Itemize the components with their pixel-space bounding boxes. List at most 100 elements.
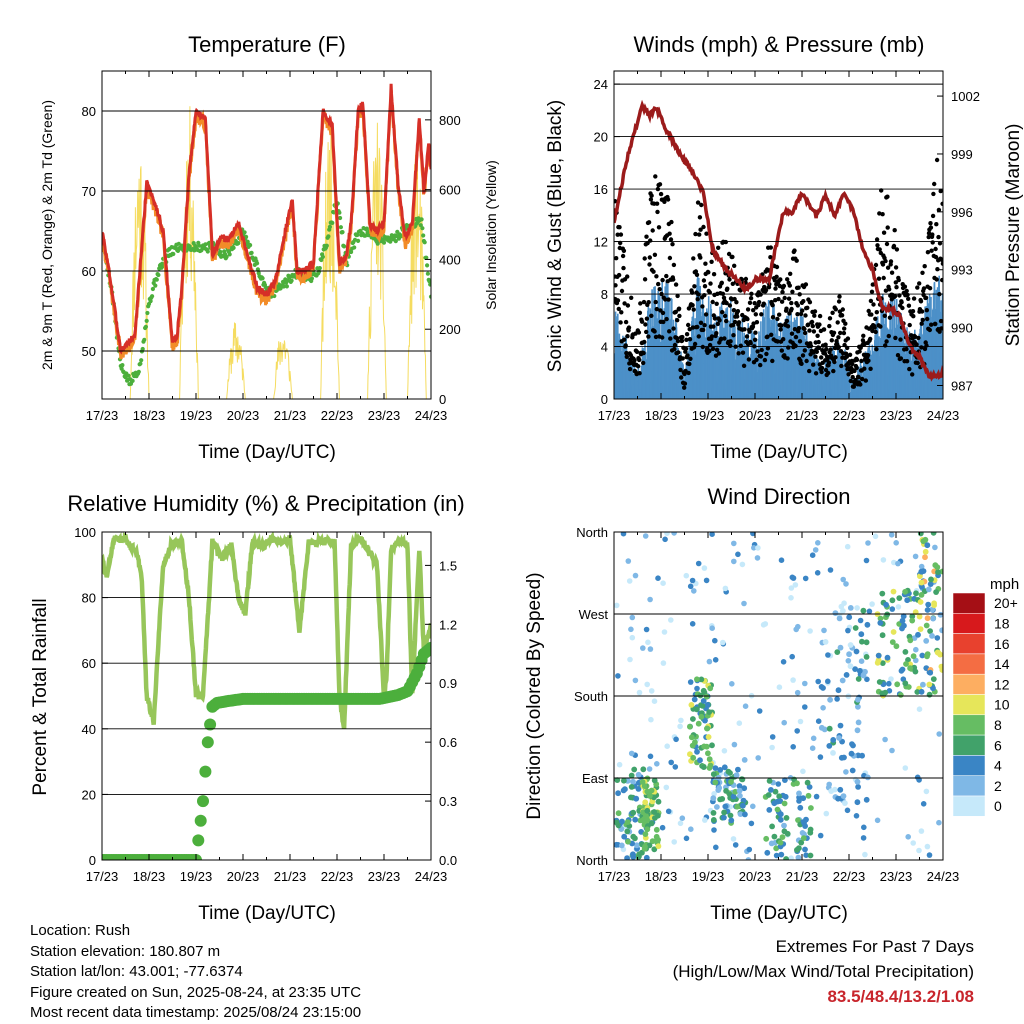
speed-legend-label: 6 bbox=[994, 737, 1002, 753]
direction-point bbox=[679, 815, 686, 821]
temperature-xlabel: Time (Day/UTC) bbox=[198, 442, 336, 463]
direction-point bbox=[731, 540, 737, 547]
direction-point bbox=[742, 811, 748, 818]
rh-ytick-label: 20 bbox=[82, 787, 96, 802]
wind-gust-point bbox=[892, 228, 897, 233]
direction-point bbox=[755, 545, 761, 551]
wind-gust-point bbox=[819, 365, 825, 371]
direction-point bbox=[632, 677, 639, 684]
humidity-ylabel-left: Percent & Total Rainfall bbox=[30, 598, 51, 795]
direction-point bbox=[836, 615, 843, 622]
wind-gust-point bbox=[642, 277, 648, 282]
direction-point bbox=[697, 757, 703, 764]
direction-point bbox=[886, 680, 892, 687]
direction-point bbox=[815, 718, 822, 724]
winds-title: Winds (mph) & Pressure (mb) bbox=[634, 32, 925, 57]
direction-point bbox=[817, 754, 824, 760]
wind-gust-point bbox=[701, 278, 707, 283]
wind-xtick-label: 24/23 bbox=[927, 408, 960, 423]
rh-ytick-label: 80 bbox=[82, 591, 96, 606]
wind-gust-point bbox=[847, 352, 853, 357]
wind-gust-point bbox=[854, 357, 860, 362]
wind-gust-point bbox=[885, 265, 891, 270]
direction-point bbox=[766, 807, 773, 813]
direction-point bbox=[702, 817, 708, 823]
direction-point bbox=[687, 679, 694, 685]
wind-gust-point bbox=[719, 280, 724, 285]
wind-gust-point bbox=[935, 267, 940, 272]
direction-point bbox=[928, 576, 934, 583]
precipitation-point bbox=[425, 641, 431, 654]
direction-point bbox=[790, 744, 796, 750]
direction-point bbox=[820, 705, 826, 711]
dewpoint-point bbox=[419, 217, 424, 222]
direction-point bbox=[640, 766, 647, 773]
wind-gust-point bbox=[619, 310, 624, 315]
station-latlon: Station lat/lon: 43.001; -77.6374 bbox=[30, 963, 243, 980]
wind-gust-point bbox=[927, 286, 933, 291]
direction-point bbox=[930, 676, 937, 682]
wind-gust-point bbox=[827, 323, 832, 329]
direction-point bbox=[741, 785, 748, 792]
direction-point bbox=[926, 852, 933, 858]
direction-point bbox=[688, 826, 694, 832]
direction-point bbox=[835, 795, 841, 802]
wind-gust-point bbox=[813, 354, 818, 359]
direction-point bbox=[931, 602, 937, 609]
direction-xtick-label: 20/23 bbox=[739, 869, 772, 884]
wind-gust-point bbox=[819, 355, 824, 360]
pressure-ytick-label: 990 bbox=[951, 321, 973, 336]
wind-gust-point bbox=[796, 326, 802, 331]
direction-point bbox=[794, 847, 800, 853]
dewpoint-point bbox=[309, 276, 314, 281]
wind-gust-point bbox=[868, 366, 873, 371]
wind-gust-point bbox=[652, 252, 658, 257]
wind-gust-point bbox=[797, 339, 803, 344]
direction-point bbox=[690, 716, 696, 722]
wind-gust-point bbox=[790, 289, 795, 294]
direction-point bbox=[896, 595, 903, 601]
direction-point bbox=[705, 750, 711, 757]
direction-point bbox=[827, 696, 833, 703]
direction-point bbox=[721, 809, 727, 816]
direction-point bbox=[694, 706, 700, 713]
wind-gust-point bbox=[741, 363, 747, 368]
direction-point bbox=[694, 685, 700, 692]
wind-gust-point bbox=[632, 358, 637, 363]
direction-point bbox=[930, 615, 936, 622]
direction-point bbox=[628, 750, 635, 757]
wind-gust-point bbox=[870, 328, 875, 334]
wind-gust-point bbox=[655, 209, 660, 215]
direction-point bbox=[614, 602, 620, 609]
direction-point bbox=[826, 781, 832, 788]
direction-point bbox=[925, 586, 932, 593]
direction-point bbox=[934, 635, 941, 641]
wind-gust-point bbox=[697, 215, 703, 220]
direction-point bbox=[846, 614, 853, 621]
dewpoint-point bbox=[154, 277, 159, 282]
dewpoint-point bbox=[197, 243, 202, 248]
direction-point bbox=[706, 756, 713, 763]
precipitation-point bbox=[201, 736, 214, 749]
wind-gust-point bbox=[922, 346, 928, 352]
direction-point bbox=[614, 841, 620, 848]
wind-gust-point bbox=[653, 174, 658, 179]
wind-gust-point bbox=[853, 377, 858, 383]
wind-gust-point bbox=[894, 285, 899, 290]
speed-legend-label: 18 bbox=[994, 615, 1010, 631]
wind-gust-point bbox=[868, 298, 874, 304]
direction-point bbox=[879, 632, 886, 639]
direction-point bbox=[855, 752, 862, 759]
direction-point bbox=[755, 755, 761, 761]
wind-gust-point bbox=[683, 346, 689, 351]
dewpoint-point bbox=[248, 243, 253, 248]
direction-point bbox=[924, 607, 931, 613]
wind-gust-point bbox=[796, 285, 801, 290]
wind-gust-point bbox=[924, 308, 929, 313]
direction-point bbox=[777, 811, 784, 818]
wind-xtick-label: 23/23 bbox=[880, 408, 913, 423]
dewpoint-point bbox=[281, 284, 286, 289]
dewpoint-point bbox=[393, 239, 398, 244]
direction-point bbox=[860, 672, 867, 679]
wind-gust-point bbox=[916, 335, 921, 341]
